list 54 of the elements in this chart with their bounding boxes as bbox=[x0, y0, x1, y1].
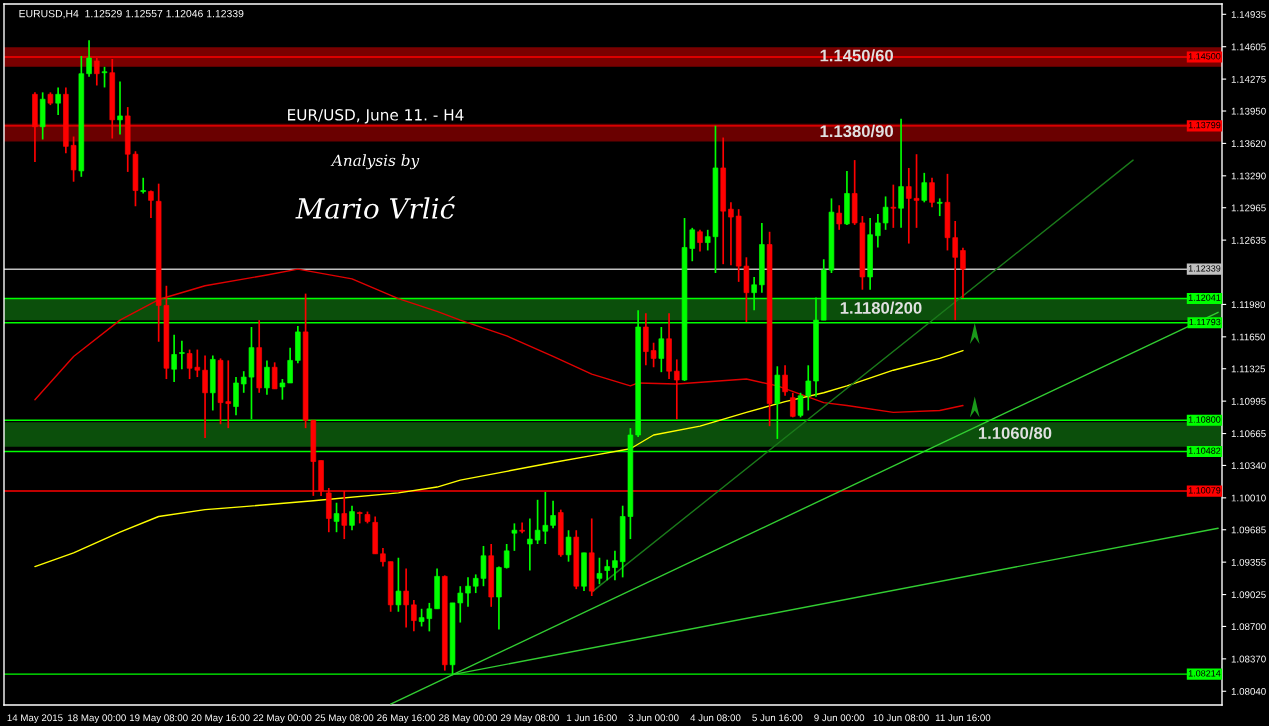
x-tick-label: 25 May 08:00 bbox=[315, 714, 374, 724]
x-tick-label: 29 May 08:00 bbox=[500, 714, 559, 724]
x-tick-label: 26 May 16:00 bbox=[377, 714, 436, 724]
y-tick-label: 1.09025 bbox=[1231, 591, 1266, 599]
ref-line-label: 1.10800 bbox=[1188, 416, 1221, 423]
y-tick-label: 1.10665 bbox=[1231, 430, 1266, 438]
x-tick-label: 18 May 00:00 bbox=[68, 714, 126, 724]
y-tick-label: 1.08370 bbox=[1231, 655, 1266, 663]
ref-line-label: 1.11793 bbox=[1189, 318, 1221, 326]
band-label: 1.1380/90 bbox=[820, 124, 893, 138]
y-tick-label: 1.14605 bbox=[1231, 43, 1266, 51]
x-tick-label: 5 Jun 16:00 bbox=[752, 714, 803, 722]
x-tick-label: 20 May 16:00 bbox=[191, 714, 250, 724]
band-label: 1.1180/200 bbox=[840, 301, 922, 314]
y-tick-label: 1.13620 bbox=[1231, 140, 1266, 148]
x-tick-label: 28 May 00:00 bbox=[439, 714, 498, 724]
band-label: 1.1060/80 bbox=[978, 426, 1052, 440]
x-tick-label: 3 Jun 00:00 bbox=[628, 714, 679, 722]
y-tick-label: 1.08700 bbox=[1231, 623, 1266, 631]
band-label: 1.1450/60 bbox=[820, 49, 893, 62]
ref-line-label: 1.08214 bbox=[1188, 670, 1221, 677]
chart-title: EURUSD,H4 1.12529 1.12557 1.12046 1.12339 bbox=[19, 9, 244, 19]
annotation: Analysis by bbox=[330, 154, 420, 170]
y-tick-label: 1.09355 bbox=[1231, 558, 1266, 566]
x-tick-label: 22 May 00:00 bbox=[253, 714, 312, 724]
ref-line-label: 1.10079 bbox=[1188, 487, 1221, 494]
annotation: Mario Vrlić bbox=[295, 196, 456, 219]
annotation: EUR/USD, June 11. - H4 bbox=[288, 109, 464, 124]
y-tick-label: 1.13290 bbox=[1231, 172, 1266, 180]
x-tick-label: 1 Jun 16:00 bbox=[567, 714, 617, 722]
x-tick-label: 10 Jun 08:00 bbox=[873, 714, 929, 722]
y-tick-label: 1.08040 bbox=[1231, 687, 1266, 695]
y-tick-label: 1.12635 bbox=[1231, 236, 1266, 244]
y-tick-label: 1.11650 bbox=[1231, 333, 1266, 341]
y-tick-label: 1.10340 bbox=[1231, 462, 1266, 470]
ref-line-label: 1.13799 bbox=[1188, 121, 1221, 129]
x-tick-label: 11 Jun 16:00 bbox=[935, 714, 991, 722]
y-tick-label: 1.14935 bbox=[1231, 11, 1266, 18]
x-tick-label: 4 Jun 08:00 bbox=[690, 714, 741, 722]
y-tick-label: 1.12965 bbox=[1231, 204, 1266, 212]
y-tick-label: 1.09685 bbox=[1231, 526, 1266, 534]
y-tick-label: 1.10010 bbox=[1231, 494, 1266, 502]
ref-line-label: 1.12041 bbox=[1188, 294, 1221, 301]
ref-line-label: 1.10482 bbox=[1188, 447, 1221, 454]
y-tick-label: 1.10995 bbox=[1231, 397, 1266, 405]
ref-line-label: 1.14500 bbox=[1188, 53, 1221, 60]
y-tick-label: 1.11980 bbox=[1231, 301, 1266, 309]
x-tick-label: 19 May 08:00 bbox=[129, 714, 188, 724]
x-tick-label: 14 May 2015 bbox=[7, 714, 63, 724]
y-tick-label: 1.14275 bbox=[1231, 75, 1266, 83]
x-tick-label: 9 Jun 00:00 bbox=[814, 714, 865, 722]
y-tick-label: 1.11325 bbox=[1231, 365, 1266, 373]
y-tick-label: 1.13950 bbox=[1231, 107, 1266, 115]
ref-line-label: 1.12339 bbox=[1188, 265, 1221, 272]
